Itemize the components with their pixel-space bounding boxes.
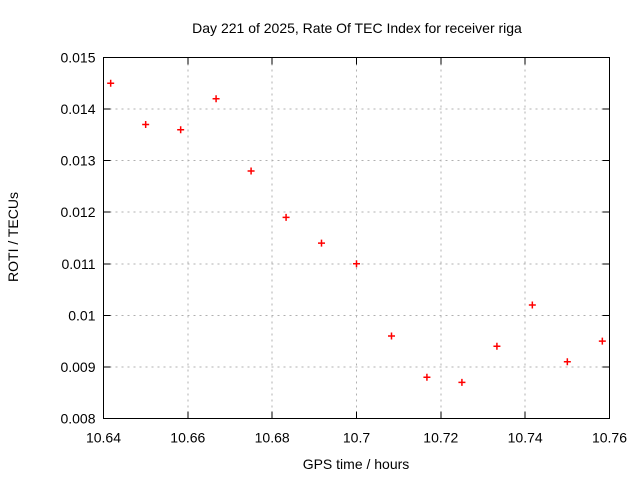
data-point-marker [247,167,255,175]
x-tick-label: 10.72 [423,430,458,446]
data-point-marker [563,358,571,366]
data-point-marker [528,301,536,309]
data-point-marker [387,332,395,340]
x-tick-label: 10.66 [170,430,205,446]
x-tick-label: 10.64 [86,430,121,446]
data-point-marker [493,342,501,350]
y-tick-label: 0.015 [60,50,95,66]
y-tick-label: 0.013 [60,153,95,169]
x-tick-label: 10.74 [508,430,543,446]
x-tick-label: 10.7 [343,430,370,446]
data-point-marker [142,121,150,129]
y-tick-label: 0.011 [62,256,96,272]
y-axis-label: ROTI / TECUs [5,192,21,282]
chart-title: Day 221 of 2025, Rate Of TEC Index for r… [192,20,522,36]
y-tick-label: 0.012 [60,204,95,220]
data-point-marker [458,378,466,386]
plot-area: 10.64 10.66 10.68 10.7 10.72 10.74 10.76 0.008 0… [60,50,627,446]
data-point-marker [318,239,326,247]
data-point-marker [423,373,431,381]
data-point-marker [353,260,360,268]
y-tick-label: 0.009 [60,359,95,375]
data-point-marker [177,126,185,134]
x-tick-label: 10.76 [592,430,627,446]
data-point-marker [282,213,290,221]
x-tick-label: 10.68 [255,430,290,446]
data-point-marker [598,337,606,345]
data-point-marker [107,79,115,87]
y-tick-label: 0.008 [60,411,95,427]
y-tick-label: 0.014 [60,101,95,117]
y-tick-label: 0.01 [68,307,95,323]
data-point-marker [212,95,220,103]
x-axis-label: GPS time / hours [303,456,410,472]
